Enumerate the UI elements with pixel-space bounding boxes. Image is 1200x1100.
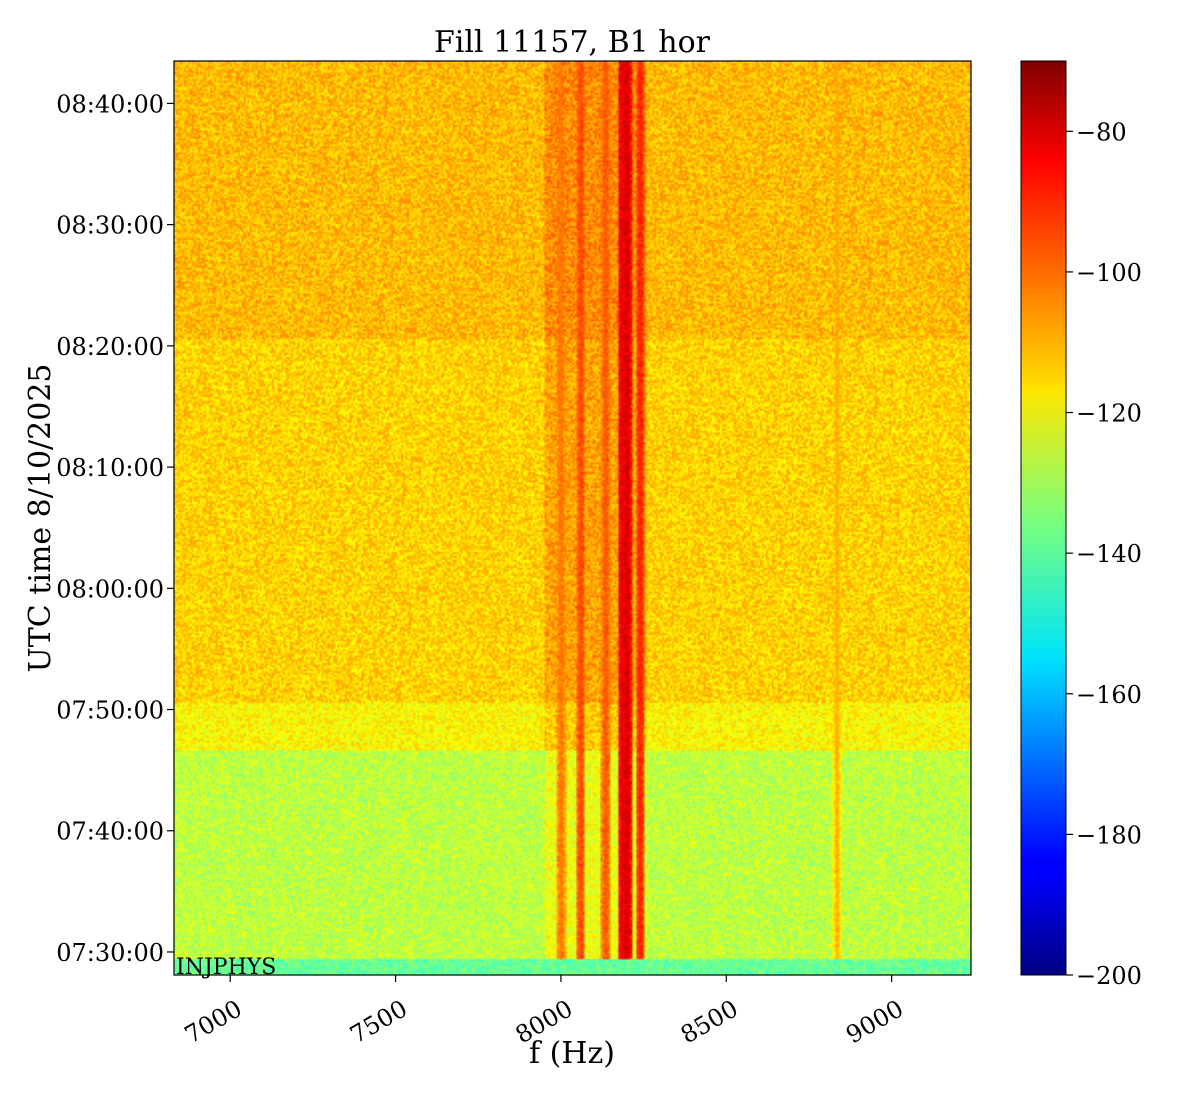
colorbar-tick-label: −100 <box>1076 259 1142 287</box>
heatmap-area <box>173 60 972 976</box>
colorbar-gradient <box>1020 60 1067 976</box>
y-tick-label: 08:40:00 <box>56 90 164 118</box>
y-tick-label: 08:20:00 <box>56 333 164 361</box>
colorbar-tick-label: −160 <box>1076 681 1142 709</box>
x-tick-label: 8500 <box>676 994 743 1049</box>
colorbar-tick-label: −120 <box>1076 400 1142 428</box>
injphys-annotation: INJPHYS <box>176 955 276 980</box>
y-tick-label: 08:30:00 <box>56 212 164 240</box>
y-tick-label: 08:00:00 <box>56 575 164 603</box>
x-axis-label: f (Hz) <box>529 1036 615 1071</box>
x-tick-label: 7500 <box>345 994 412 1049</box>
x-tick-label: 7000 <box>180 994 247 1049</box>
heatmap-image <box>174 61 971 975</box>
x-tick-label: 9000 <box>841 994 908 1049</box>
colorbar-tick-label: −140 <box>1076 540 1142 568</box>
y-tick-label: 07:40:00 <box>56 818 164 846</box>
chart-title: Fill 11157, B1 hor <box>434 25 711 60</box>
y-axis: 07:30:00 07:40:00 07:50:00 08:00:00 08:10:00… <box>56 90 174 967</box>
y-tick-label: 08:10:00 <box>56 454 164 482</box>
y-tick-label: 07:30:00 <box>56 939 164 967</box>
colorbar: −80 −100 −120 −140 −160 −180 −200 <box>1020 60 1142 990</box>
plot-frame <box>173 60 972 976</box>
colorbar-tick-label: −80 <box>1076 118 1127 146</box>
y-axis-label: UTC time 8/10/2025 <box>23 364 58 673</box>
colorbar-ticks: −80 −100 −120 −140 −160 −180 −200 <box>1066 118 1142 990</box>
y-tick-label: 07:50:00 <box>56 697 164 725</box>
colorbar-tick-label: −200 <box>1076 962 1142 990</box>
colorbar-tick-label: −180 <box>1076 821 1142 849</box>
